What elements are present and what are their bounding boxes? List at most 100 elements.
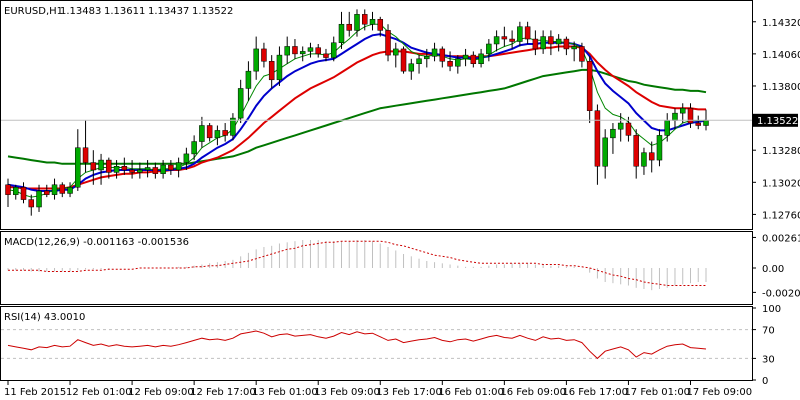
candle-body: [393, 48, 399, 56]
candle-body: [633, 135, 639, 167]
price-tick-label: 1.13280: [762, 146, 800, 157]
candle-body: [121, 166, 128, 171]
time-tick-label: 17 Feb 01:00: [624, 387, 690, 398]
candle-body: [532, 38, 539, 50]
candle-body: [284, 46, 290, 56]
time-tick-label: 12 Feb 17:00: [190, 387, 256, 398]
candle-body: [245, 70, 252, 89]
candle-body: [253, 48, 259, 72]
candle-body: [168, 164, 174, 171]
candle-body: [431, 48, 438, 57]
candle-body: [237, 88, 244, 119]
symbol-label: EURUSD,H1: [4, 6, 63, 17]
candle-body: [307, 47, 314, 52]
candle-body: [268, 61, 275, 81]
candle-body: [408, 63, 415, 72]
time-tick-label: 13 Feb 01:00: [252, 387, 318, 398]
candle-body: [82, 147, 89, 163]
macd-tick-label: 0.00: [762, 264, 784, 275]
axis-layer: 1.14320 1.14060 1.13800 1.13280 1.13020 1.127…: [4, 18, 800, 398]
candle-body: [191, 141, 197, 155]
low-value: 1.13437: [148, 6, 189, 17]
candle-body: [315, 47, 321, 55]
candle-body: [90, 162, 97, 171]
candle-body: [67, 186, 73, 194]
price-tick-label: 1.13020: [762, 178, 800, 189]
candle-body: [703, 120, 709, 126]
close-value: 1.13522: [192, 6, 233, 17]
candle-body: [586, 61, 593, 111]
candle-body: [656, 135, 663, 161]
candle-body: [470, 54, 477, 64]
rsi-title: RSI(14) 43.0010: [4, 312, 85, 323]
candle-body: [524, 26, 531, 40]
candle-body: [20, 186, 27, 200]
candle-body: [594, 110, 601, 167]
candle-body: [28, 199, 35, 208]
candle-body: [338, 23, 345, 44]
candle-body: [230, 117, 236, 136]
rsi-tick-label: 100: [762, 304, 781, 315]
candle-body: [362, 14, 368, 25]
macd-tick-label: 0.002619: [762, 233, 800, 244]
candle-body: [571, 46, 577, 50]
time-tick-label: 12 Feb 09:00: [128, 387, 194, 398]
price-tick-label: 1.13800: [762, 82, 800, 93]
candle-body: [602, 137, 608, 167]
candle-body: [695, 122, 701, 126]
high-value: 1.13611: [104, 6, 145, 17]
time-tick-label: 13 Feb 09:00: [314, 387, 380, 398]
rsi-layer: [1, 329, 752, 360]
candle-body: [509, 38, 515, 42]
candle-body: [664, 120, 670, 136]
candle-body: [129, 169, 135, 173]
candle-body: [563, 38, 570, 50]
candle-body: [687, 107, 694, 124]
open-value: 1.13483: [60, 6, 101, 17]
candle-body: [75, 147, 81, 188]
price-tick-label: 1.12760: [762, 210, 800, 221]
candle-body: [214, 130, 221, 139]
candle-body: [106, 159, 112, 173]
candle-body: [369, 19, 376, 25]
candle-body: [377, 19, 384, 31]
macd-tick-label: -0.00209: [762, 288, 800, 299]
candle-body: [113, 166, 120, 173]
candle-body: [175, 162, 182, 171]
candle-body: [625, 122, 632, 136]
candle-body: [617, 122, 624, 130]
candle-body: [346, 23, 352, 31]
candle-body: [59, 184, 66, 194]
candle-body: [493, 36, 500, 45]
rsi-line: [7, 330, 707, 360]
candle-body: [424, 56, 430, 60]
rsi-tick-label: 0: [762, 376, 768, 387]
candle-body: [354, 14, 360, 31]
candle-body: [548, 36, 554, 45]
time-tick-label: 16 Feb 01:00: [438, 387, 504, 398]
candle-body: [51, 184, 58, 195]
time-tick-label: 16 Feb 09:00: [500, 387, 566, 398]
price-layer: [5, 9, 709, 216]
macd-layer: [7, 240, 707, 291]
last-price-label: 1.13522: [757, 116, 798, 127]
candle-body: [517, 26, 523, 42]
candle-body: [385, 30, 391, 56]
price-tick-label: 1.14320: [762, 18, 800, 29]
candle-body: [610, 128, 616, 139]
candle-body: [44, 190, 50, 195]
candle-body: [555, 38, 562, 45]
candle-body: [299, 51, 306, 55]
candle-body: [416, 58, 422, 64]
candle-body: [486, 43, 492, 55]
time-tick-label: 11 Feb 2015: [4, 387, 66, 398]
candle-body: [160, 164, 166, 174]
candle-body: [276, 54, 283, 81]
candle-body: [199, 125, 205, 142]
time-tick-label: 17 Feb 09:00: [686, 387, 752, 398]
rsi-panel-frame: [0, 306, 753, 381]
time-tick-label: 12 Feb 01:00: [66, 387, 132, 398]
candle-body: [222, 130, 228, 136]
